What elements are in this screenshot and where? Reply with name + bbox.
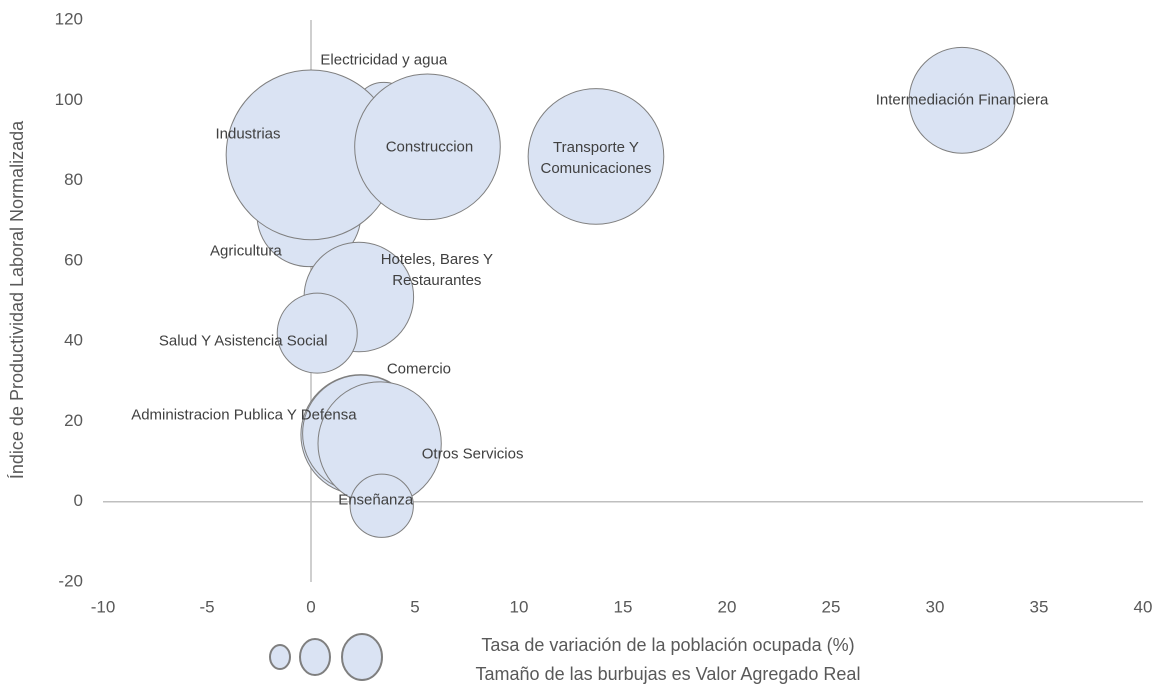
y-tick-label: 20 <box>64 411 83 430</box>
data-label: Transporte Y Comunicaciones <box>540 139 652 178</box>
data-label: Agricultura <box>210 242 282 260</box>
note: Tamaño de las burbujas es Valor Agregado… <box>476 664 861 684</box>
y-tick-label: 100 <box>55 90 83 109</box>
data-label: Construccion <box>385 138 474 156</box>
y-tick-label: 60 <box>64 250 83 269</box>
data-label: Administracion Publica Y Defensa <box>131 406 357 424</box>
y-axis-title: Índice de Productividad Laboral Normaliz… <box>7 120 27 479</box>
x-tick-label: -10 <box>91 597 116 616</box>
data-label: Enseñanza <box>338 491 414 509</box>
x-tick-label: 25 <box>822 597 841 616</box>
legend-icon <box>299 638 331 676</box>
x-axis-title: Tasa de variación de la población ocupad… <box>481 635 854 655</box>
y-tick-label: -20 <box>58 571 83 590</box>
bubble <box>354 73 501 221</box>
x-tick-label: 30 <box>926 597 945 616</box>
y-tick-label: 120 <box>55 9 83 28</box>
x-tick-label: 10 <box>510 597 529 616</box>
bubble <box>349 473 414 538</box>
y-tick-label: 40 <box>64 331 83 350</box>
bubble <box>276 292 358 374</box>
data-label: Electricidad y agua <box>320 51 448 69</box>
y-tick-label: 0 <box>74 491 83 510</box>
x-tick-label: -5 <box>199 597 214 616</box>
data-label: Salud Y Asistencia Social <box>158 332 328 350</box>
data-label: Intermediación Financiera <box>875 91 1049 109</box>
legend-icon <box>341 633 383 681</box>
data-label: Industrias <box>215 125 281 143</box>
y-tick-label: 80 <box>64 170 83 189</box>
legend-icon <box>269 644 291 670</box>
bubble <box>908 46 1016 154</box>
data-label: Hoteles, Bares Y Restaurantes <box>380 250 493 289</box>
x-tick-label: 15 <box>614 597 633 616</box>
x-tick-label: 40 <box>1134 597 1153 616</box>
x-tick-label: 35 <box>1030 597 1049 616</box>
data-label: Otros Servicios <box>421 445 524 462</box>
x-tick-label: 5 <box>410 597 419 616</box>
bubble <box>527 88 665 225</box>
data-label: Comercio <box>386 360 451 378</box>
x-tick-label: 0 <box>306 597 315 616</box>
x-tick-label: 20 <box>718 597 737 616</box>
